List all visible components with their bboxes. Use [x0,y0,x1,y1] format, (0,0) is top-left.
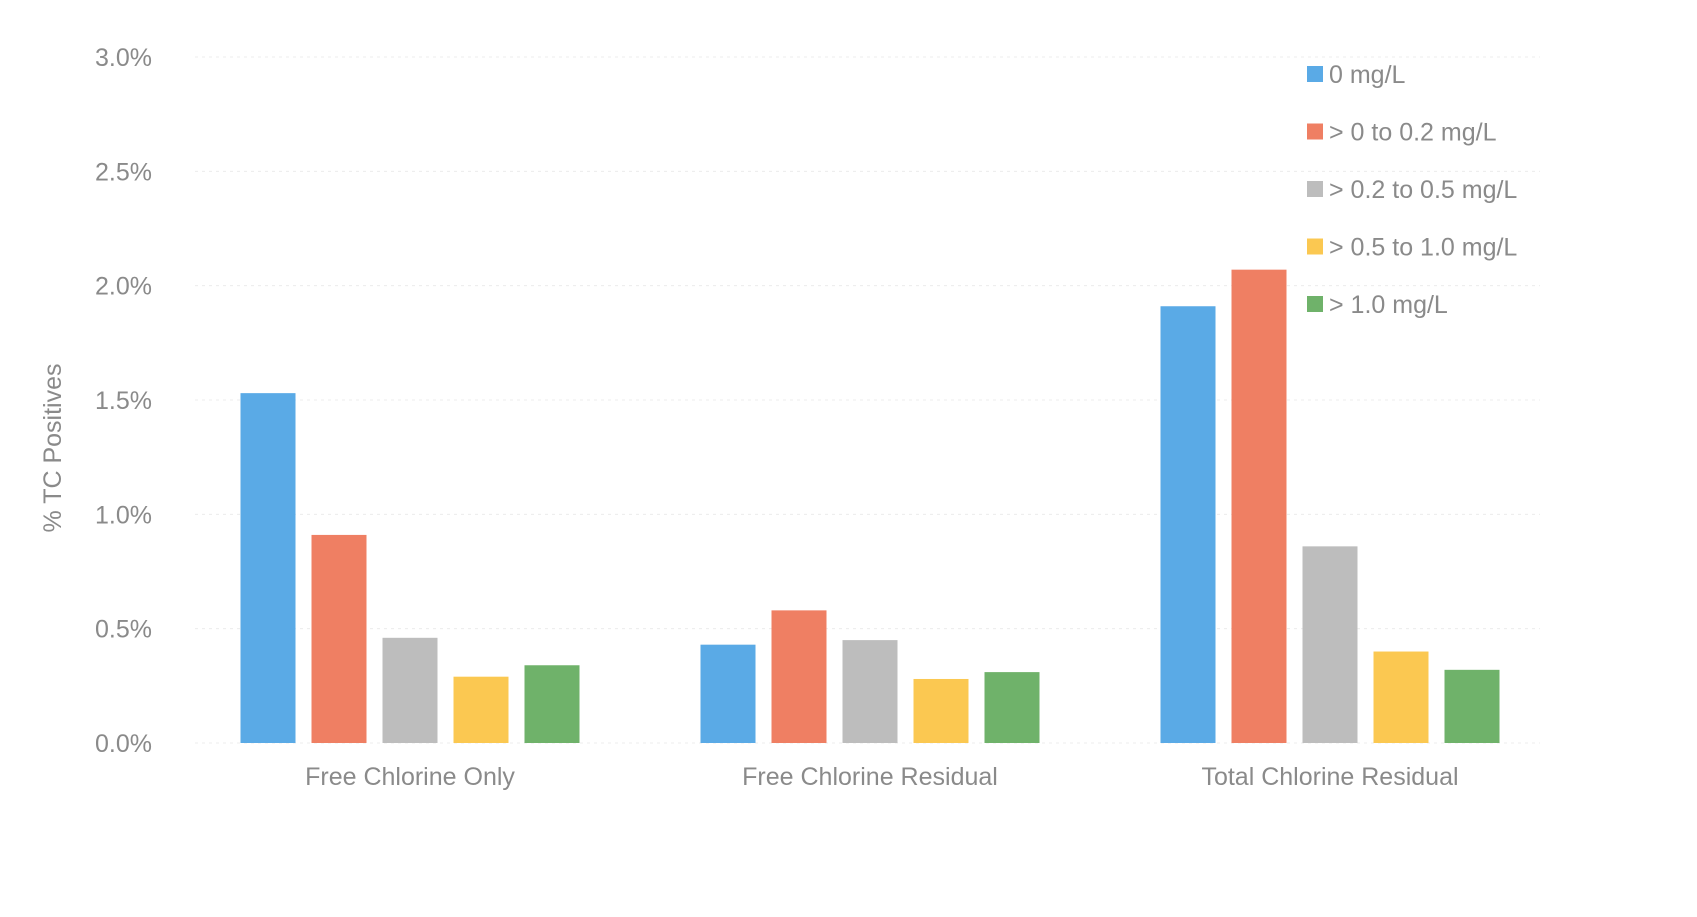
bar [1160,306,1216,743]
bar [453,676,509,743]
bar [771,610,827,743]
legend: 0 mg/L > 0 to 0.2 mg/L > 0.2 to 0.5 mg/L > … [1307,61,1517,319]
y-tick-label: 3.0% [95,44,152,72]
y-tick-label: 2.5% [95,158,152,186]
legend-swatch [1307,123,1323,140]
legend-label: > 0.2 to 0.5 mg/L [1329,176,1517,204]
legend-swatch [1307,66,1323,82]
bar [984,672,1040,743]
x-axis-ticks: Free Chlorine Only Free Chlorine Residual… [305,763,1458,791]
gridlines [195,56,1540,744]
bar [382,637,438,743]
bar [240,393,296,743]
bar [311,534,367,743]
y-tick-label: 2.0% [95,273,152,301]
y-axis-label: % TC Positives [39,363,67,532]
x-tick-label: Free Chlorine Only [305,763,515,791]
bar [1373,651,1429,743]
y-tick-label: 1.5% [95,387,152,415]
bar [524,665,580,743]
x-tick-label: Total Chlorine Residual [1201,763,1458,791]
bar [1302,546,1358,743]
legend-swatch [1307,238,1323,255]
bars [240,269,1500,743]
legend-label: 0 mg/L [1329,61,1406,89]
bar [913,678,969,743]
bar [1231,269,1287,743]
legend-label: > 0.5 to 1.0 mg/L [1329,234,1517,262]
y-tick-label: 0.0% [95,730,152,758]
y-tick-label: 0.5% [95,616,152,644]
bar [1444,669,1500,743]
x-tick-label: Free Chlorine Residual [742,763,998,791]
y-tick-label: 1.0% [95,501,152,529]
bar [700,644,756,743]
legend-label: > 0 to 0.2 mg/L [1329,119,1497,147]
legend-swatch [1307,296,1323,312]
legend-swatch [1307,181,1323,197]
y-axis-ticks: 0.0% 0.5% 1.0% 1.5% 2.0% 2.5% 3.0% [95,44,152,758]
bar [842,640,898,743]
legend-label: > 1.0 mg/L [1329,291,1448,319]
